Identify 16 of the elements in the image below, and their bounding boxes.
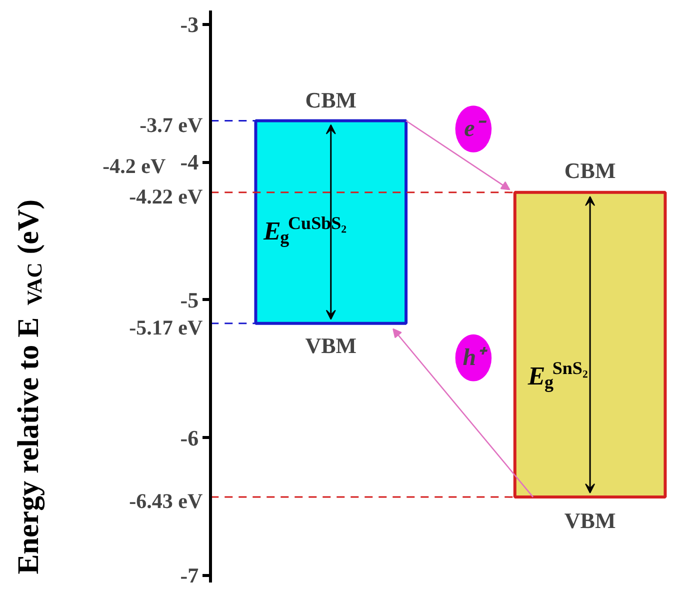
annotation: VBM — [564, 508, 616, 533]
ref-line-label: -6.43 eV — [129, 489, 203, 514]
annotation: e⁻ — [464, 116, 487, 142]
annotation: CBM — [564, 158, 616, 183]
ref-line-label: -4.22 eV — [129, 184, 203, 208]
ref-line-label: -3.7 eV — [140, 112, 203, 137]
y-tick-label: -6 — [180, 425, 199, 450]
y-tick-label: -4 — [180, 150, 199, 175]
annotation: CBM — [305, 88, 357, 113]
annotation: h⁺ — [462, 344, 488, 371]
annotation: VBM — [305, 332, 357, 358]
y-axis-title: Energy relative to EVAC (eV) — [12, 199, 47, 574]
y-tick-label: -3 — [180, 12, 199, 37]
y-tick-label: -5 — [180, 287, 199, 312]
ref-line-label: -5.17 eV — [129, 315, 203, 340]
text: -4.2 eV — [102, 154, 166, 178]
